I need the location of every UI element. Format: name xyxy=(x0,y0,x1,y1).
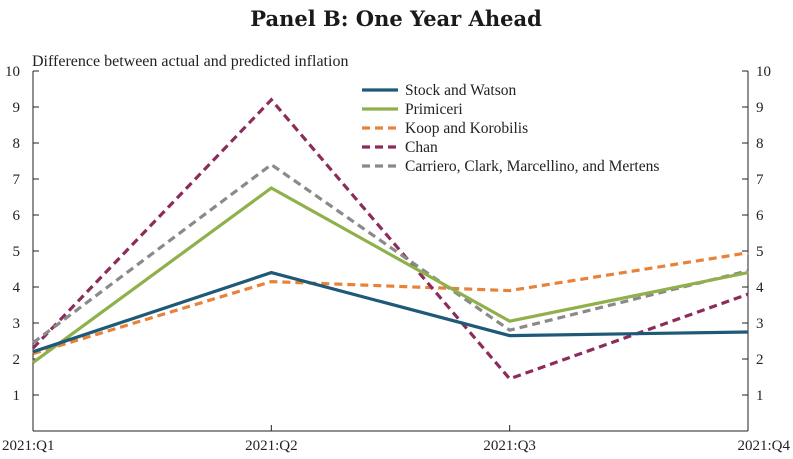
chart-title: Panel B: One Year Ahead xyxy=(250,6,542,31)
y-ticks-right: 1 2 3 4 5 6 7 8 9 10 xyxy=(742,64,771,404)
y-tick-label-left: 2 xyxy=(13,352,21,368)
series-line-koop-and-korobilis xyxy=(32,251,749,356)
y-tick-label-left: 4 xyxy=(13,280,21,296)
x-ticks: 2021:Q1 2021:Q2 2021:Q3 2021:Q4 xyxy=(2,425,791,454)
y-tick-label-right: 4 xyxy=(756,280,764,296)
y-tick-label-right: 2 xyxy=(756,352,764,368)
series-line-primiceri xyxy=(32,186,749,364)
y-tick-label-left: 5 xyxy=(13,244,21,260)
y-tick-label-right: 8 xyxy=(756,136,764,152)
series-line-carriero-clark-marcellino-and-mertens xyxy=(32,162,749,345)
y-tick-label-left: 1 xyxy=(13,388,21,404)
y-tick-label-left: 6 xyxy=(13,208,21,224)
legend: Stock and Watson Primiceri Koop and Korobi… xyxy=(362,82,659,175)
legend-label: Primiceri xyxy=(405,101,463,118)
x-tick-label: 2021:Q1 xyxy=(2,438,55,454)
legend-label: Stock and Watson xyxy=(405,82,517,99)
y-ticks-left: 1 2 3 4 5 6 7 8 9 10 xyxy=(5,64,39,404)
y-tick-label-right: 3 xyxy=(756,316,764,332)
y-axis-label: Difference between actual and predicted … xyxy=(32,53,348,70)
series-line-stock-and-watson xyxy=(32,270,749,354)
y-tick-label-right: 5 xyxy=(756,244,764,260)
y-tick-label-right: 6 xyxy=(756,208,764,224)
x-tick-label: 2021:Q2 xyxy=(245,438,298,454)
y-tick-label-right: 7 xyxy=(756,172,764,188)
series-line-chan xyxy=(31,97,749,381)
y-tick-label-left: 9 xyxy=(13,100,21,116)
axes xyxy=(32,71,749,432)
y-tick-label-left: 7 xyxy=(13,172,21,188)
x-tick-label: 2021:Q3 xyxy=(483,438,536,454)
y-tick-label-left: 8 xyxy=(13,136,21,152)
y-tick-label-right: 1 xyxy=(756,388,764,404)
legend-label: Carriero, Clark, Marcellino, and Mertens xyxy=(405,158,659,175)
series-lines xyxy=(31,97,749,381)
legend-label: Chan xyxy=(405,139,438,156)
legend-label: Koop and Korobilis xyxy=(405,120,528,137)
y-tick-label-left: 3 xyxy=(13,316,21,332)
y-tick-label-left: 10 xyxy=(5,64,20,80)
y-tick-label-right: 10 xyxy=(756,64,771,80)
x-tick-label: 2021:Q4 xyxy=(738,438,791,454)
y-tick-label-right: 9 xyxy=(756,100,764,116)
